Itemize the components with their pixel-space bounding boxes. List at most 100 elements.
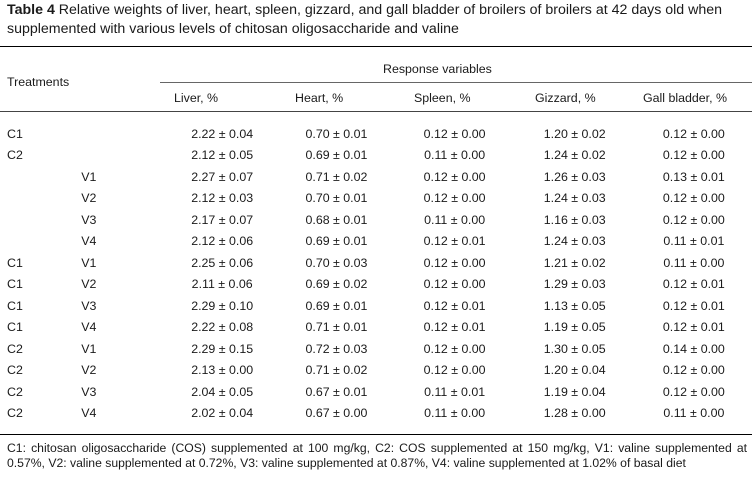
cell-cos: C2 [7,148,23,163]
table-title: Relative weights of liver, heart, spleen… [7,2,723,37]
cell-valine: V2 [81,277,97,292]
table-row: C1 2.22 ± 0.04 0.70 ± 0.01 0.12 ± 0.00 1.20 … [0,123,752,145]
cell-liver: 2.22 ± 0.08 [191,320,254,335]
cell-spleen: 0.11 ± 0.00 [424,212,486,227]
cell-gizzard: 1.24 ± 0.03 [543,191,606,206]
cell-gall-bladder: 0.12 ± 0.01 [662,320,725,335]
cell-heart: 0.67 ± 0.00 [305,406,368,421]
cell-spleen: 0.11 ± 0.00 [424,148,486,163]
table-caption: Table 4 Relative weights of liver, heart… [7,1,747,39]
cell-spleen: 0.11 ± 0.00 [424,406,486,421]
cell-heart: 0.67 ± 0.01 [305,384,368,399]
cell-valine: V3 [81,384,97,399]
cell-gizzard: 1.24 ± 0.02 [543,148,606,163]
header-liver: Liver, % [174,91,219,105]
header-heart: Heart, % [295,91,344,105]
cell-spleen: 0.12 ± 0.00 [423,126,486,141]
cell-gall-bladder: 0.12 ± 0.00 [662,191,725,206]
cell-spleen: 0.12 ± 0.00 [423,255,486,270]
cell-valine: V1 [81,255,97,270]
cell-spleen: 0.12 ± 0.01 [423,298,486,313]
cell-gizzard: 1.19 ± 0.05 [543,320,606,335]
cell-cos [0,188,75,210]
cell-gizzard: 1.24 ± 0.03 [543,234,606,249]
cell-spleen: 0.12 ± 0.00 [423,277,486,292]
cell-spleen: 0.12 ± 0.01 [423,320,486,335]
header-gall-bladder: Gall bladder, % [643,91,728,105]
cell-spleen: 0.12 ± 0.00 [423,191,486,206]
cell-liver: 2.02 ± 0.04 [191,406,254,421]
table-row: V1 2.27 ± 0.07 0.71 ± 0.02 0.12 ± 0.00 1.26 … [0,166,752,188]
cell-liver: 2.29 ± 0.10 [191,298,254,313]
cell-liver: 2.04 ± 0.05 [191,384,254,399]
cell-gall-bladder: 0.13 ± 0.01 [662,169,725,184]
cell-spleen: 0.12 ± 0.01 [423,234,486,249]
header-bottom-rule [0,111,752,112]
cell-cos [0,231,75,253]
cell-liver: 2.13 ± 0.00 [191,363,254,378]
cell-cos: C2 [7,363,23,378]
table-row: C2 V3 2.04 ± 0.05 0.67 ± 0.01 0.11 ± 0.01 1.1… [0,381,752,403]
top-rule [0,46,752,47]
table-row: V4 2.12 ± 0.06 0.69 ± 0.01 0.12 ± 0.01 1.24 … [0,231,752,253]
cell-valine [75,145,167,167]
cell-gall-bladder: 0.12 ± 0.00 [662,384,725,399]
cell-gizzard: 1.13 ± 0.05 [543,298,606,313]
cell-liver: 2.22 ± 0.04 [191,126,254,141]
cell-spleen: 0.11 ± 0.01 [424,384,486,399]
bottom-rule [0,434,752,435]
cell-heart: 0.71 ± 0.02 [305,363,368,378]
cell-cos: C1 [7,126,23,141]
cell-gizzard: 1.20 ± 0.02 [543,126,606,141]
cell-valine [75,123,167,145]
cell-heart: 0.68 ± 0.01 [305,212,368,227]
cell-valine: V4 [81,234,97,249]
cell-valine: V3 [81,298,97,313]
cell-heart: 0.71 ± 0.02 [305,169,368,184]
cell-gall-bladder: 0.11 ± 0.01 [663,234,725,249]
table-row: C2 V4 2.02 ± 0.04 0.67 ± 0.00 0.11 ± 0.00 1.2… [0,403,752,425]
cell-cos: C1 [7,298,23,313]
group-rule [160,82,752,83]
cell-gizzard: 1.29 ± 0.03 [543,277,606,292]
cell-liver: 2.25 ± 0.06 [191,255,254,270]
cell-heart: 0.69 ± 0.01 [305,298,368,313]
cell-liver: 2.12 ± 0.06 [191,234,254,249]
cell-valine: V2 [81,363,97,378]
data-table: C1 2.22 ± 0.04 0.70 ± 0.01 0.12 ± 0.00 1.20 … [0,123,752,424]
cell-valine: V4 [81,406,97,421]
cell-valine: V3 [81,212,97,227]
cell-valine: V1 [81,341,97,356]
cell-liver: 2.29 ± 0.15 [191,341,254,356]
cell-heart: 0.71 ± 0.01 [305,320,368,335]
header-treatments: Treatments [7,75,70,89]
cell-liver: 2.12 ± 0.03 [191,191,254,206]
cell-spleen: 0.12 ± 0.00 [423,341,486,356]
cell-cos: C1 [7,277,23,292]
cell-cos: C1 [7,255,23,270]
cell-gizzard: 1.19 ± 0.04 [543,384,606,399]
cell-cos: C1 [7,320,23,335]
cell-cos: C2 [7,384,23,399]
table-row: C2 2.12 ± 0.05 0.69 ± 0.01 0.11 ± 0.00 1.24 … [0,145,752,167]
cell-gall-bladder: 0.12 ± 0.00 [662,148,725,163]
cell-gizzard: 1.30 ± 0.05 [543,341,606,356]
table-row: C2 V1 2.29 ± 0.15 0.72 ± 0.03 0.12 ± 0.00 1.3… [0,338,752,360]
cell-gall-bladder: 0.12 ± 0.00 [662,212,725,227]
cell-gizzard: 1.26 ± 0.03 [543,169,606,184]
table-row: C1 V4 2.22 ± 0.08 0.71 ± 0.01 0.12 ± 0.01 1.1… [0,317,752,339]
cell-liver: 2.11 ± 0.06 [191,277,253,292]
cell-gall-bladder: 0.14 ± 0.00 [662,341,725,356]
cell-gall-bladder: 0.12 ± 0.00 [662,363,725,378]
cell-heart: 0.70 ± 0.01 [305,126,368,141]
cell-heart: 0.69 ± 0.01 [305,234,368,249]
cell-heart: 0.70 ± 0.03 [305,255,368,270]
cell-heart: 0.72 ± 0.03 [305,341,368,356]
cell-gall-bladder: 0.11 ± 0.00 [663,406,725,421]
cell-gall-bladder: 0.12 ± 0.01 [662,298,725,313]
cell-cos [0,209,75,231]
cell-cos: C2 [7,341,23,356]
cell-valine: V4 [81,320,97,335]
header-response-variables: Response variables [383,62,492,76]
table-row: C1 V1 2.25 ± 0.06 0.70 ± 0.03 0.12 ± 0.00 1.2… [0,252,752,274]
